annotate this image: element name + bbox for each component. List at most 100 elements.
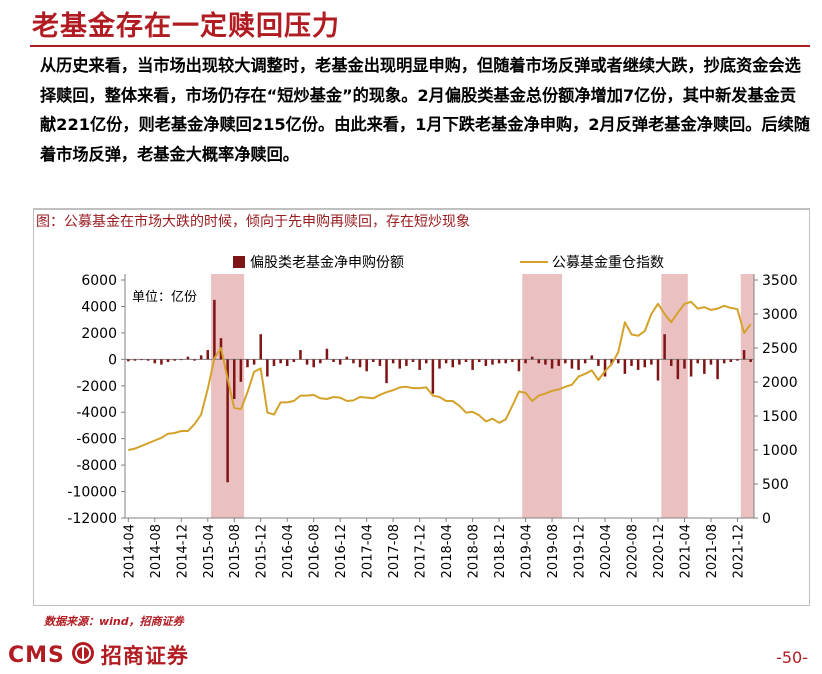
bar: [716, 359, 719, 380]
bar: [285, 359, 289, 366]
right-tick-label: 1000: [762, 443, 798, 459]
bar: [491, 359, 494, 365]
bar: [133, 359, 137, 361]
bar: [332, 359, 335, 362]
bar: [166, 359, 170, 362]
bar: [246, 359, 249, 368]
bar: [372, 359, 375, 362]
right-tick-label: 0: [762, 511, 771, 527]
bar: [676, 359, 680, 380]
x-tick-label: 2015-08: [228, 524, 243, 578]
left-tick-label: -4000: [76, 405, 117, 421]
chart-legend: 偏股类老基金净申购份额 公募基金重仓指数: [233, 254, 664, 271]
bar: [451, 359, 455, 368]
x-tick-label: 2019-08: [546, 524, 561, 578]
left-tick-label: 6000: [81, 273, 117, 289]
bar: [232, 359, 236, 399]
bar: [709, 359, 713, 365]
left-tick-label: -2000: [76, 379, 117, 395]
x-tick-label: 2021-04: [678, 524, 693, 578]
bar: [497, 359, 501, 364]
bar: [458, 359, 461, 365]
right-tick-label: 2000: [762, 375, 798, 391]
bar: [325, 348, 329, 360]
chart-caption: 图：公募基金在市场大跌的时候，倾向于先申购再赎回，存在短炒现象: [36, 214, 470, 230]
x-tick-label: 2021-08: [705, 524, 720, 578]
right-tick-label: 1500: [762, 409, 798, 425]
left-tick-label: -12000: [67, 511, 117, 527]
bar: [312, 359, 315, 368]
x-tick-label: 2015-12: [255, 524, 270, 578]
x-tick-label: 2016-12: [334, 524, 349, 578]
bar: [365, 359, 368, 372]
bar: [464, 359, 468, 362]
bar: [742, 350, 746, 360]
x-tick-label: 2015-04: [202, 524, 217, 578]
bar: [358, 359, 362, 368]
source-note: 数据来源：wind，招商证券: [44, 615, 184, 628]
bar: [127, 359, 130, 362]
bar: [656, 359, 660, 381]
shaded-period-3: [661, 274, 688, 518]
title-divider: [30, 45, 810, 47]
line-series: [128, 300, 752, 451]
bar: [338, 359, 342, 365]
x-tick-label: 2014-04: [122, 524, 137, 578]
x-tick-label: 2020-04: [599, 524, 614, 578]
bar: [378, 359, 382, 366]
bar: [266, 359, 269, 377]
bar: [239, 359, 243, 382]
bar: [597, 359, 600, 366]
left-tick-label: -10000: [67, 485, 117, 501]
x-tick-label: 2016-08: [308, 524, 323, 578]
bar: [319, 359, 322, 364]
x-tick-label: 2019-04: [520, 524, 535, 578]
right-tick-label: 2500: [762, 341, 798, 357]
x-tick-label: 2018-12: [493, 524, 508, 578]
bar-series: [127, 299, 752, 483]
x-tick-label: 2014-12: [175, 524, 190, 578]
x-tick-label: 2018-04: [440, 524, 455, 578]
bar: [636, 359, 640, 370]
bar: [418, 359, 421, 370]
bar: [477, 359, 481, 362]
page-title: 老基金存在一定赎回压力: [32, 11, 340, 42]
bar: [398, 359, 402, 369]
x-tick-label: 2018-08: [467, 524, 482, 578]
bar: [689, 359, 693, 377]
right-tick-label: 3500: [762, 273, 798, 289]
bar: [153, 359, 157, 364]
bar: [749, 359, 752, 362]
bar: [173, 359, 176, 361]
bar: [650, 359, 653, 365]
bar: [199, 355, 203, 360]
x-tick-label: 2017-04: [361, 524, 376, 578]
bar: [391, 359, 395, 364]
legend-label-bar: 偏股类老基金净申购份额: [250, 254, 404, 271]
bar: [252, 359, 256, 365]
bar: [583, 359, 587, 364]
bar: [431, 359, 435, 394]
chart-container: -12000 -10000 -8000 -6000 -4000 -2000 0 2000 400…: [33, 208, 810, 606]
x-tick-label: 2019-12: [573, 524, 588, 578]
bar: [577, 359, 580, 370]
bar: [226, 359, 229, 483]
bar: [729, 359, 733, 362]
bar: [669, 359, 673, 366]
bar: [140, 359, 143, 361]
left-tick-label: 4000: [81, 299, 117, 315]
bar: [259, 334, 262, 360]
left-tick-label: -8000: [76, 458, 117, 474]
left-tick-label: 2000: [81, 326, 117, 342]
bar: [610, 359, 613, 365]
bar: [424, 359, 428, 364]
chart-canvas: -12000 -10000 -8000 -6000 -4000 -2000 0 2000 400…: [67, 254, 798, 578]
bar: [623, 359, 627, 374]
page-number: -50-: [776, 648, 808, 667]
bar: [517, 359, 521, 372]
bar: [438, 359, 441, 369]
bar: [146, 359, 150, 361]
bar: [524, 359, 527, 364]
bar: [292, 359, 296, 362]
bar: [444, 359, 448, 364]
